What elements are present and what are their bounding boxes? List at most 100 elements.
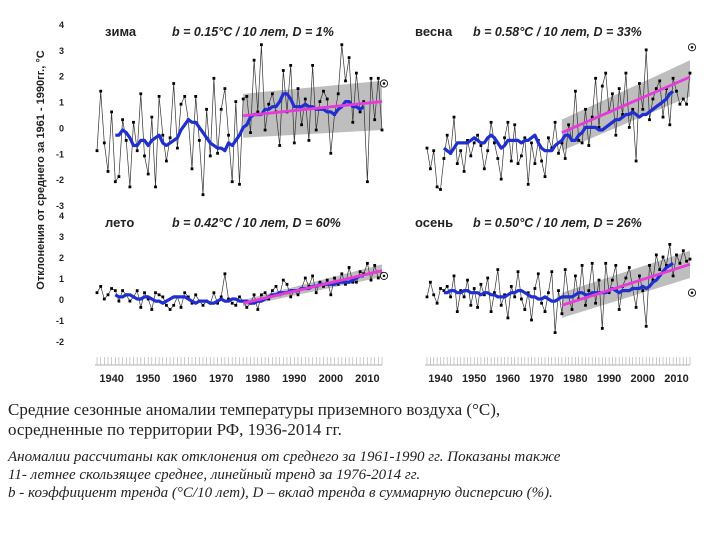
anomaly-point: [506, 120, 510, 124]
anomaly-point: [311, 64, 314, 67]
anomaly-point: [651, 278, 655, 282]
anomaly-point: [157, 95, 161, 98]
anomaly-point: [292, 141, 296, 145]
anomaly-point: [102, 297, 106, 301]
anomaly-point: [227, 133, 230, 137]
anomaly-point: [212, 76, 216, 80]
x-tick-label: 2000: [631, 373, 655, 385]
anomaly-point: [560, 312, 564, 316]
anomaly-point: [252, 58, 256, 62]
anomaly-point: [476, 306, 479, 309]
anomaly-point: [157, 293, 161, 297]
anomaly-point: [340, 272, 344, 276]
anomaly-point: [658, 268, 662, 271]
anomaly-point: [627, 126, 631, 129]
anomaly-point: [121, 289, 124, 292]
anomaly-point: [654, 87, 658, 90]
anomaly-point: [590, 115, 594, 119]
anomaly-point: [95, 149, 99, 153]
anomaly-point: [179, 102, 183, 106]
anomaly-point: [661, 255, 665, 259]
anomaly-point: [523, 136, 527, 140]
anomaly-point: [307, 139, 311, 142]
anomaly-point: [274, 285, 278, 288]
anomaly-point: [432, 293, 436, 297]
trend-coefficient-label: b = 0.42°C / 10 лет, D = 60%: [172, 216, 341, 230]
anomaly-point: [499, 177, 503, 181]
anomaly-point: [99, 285, 103, 288]
anomaly-point: [296, 293, 300, 297]
anomaly-point: [607, 291, 611, 295]
anomaly-point: [201, 303, 205, 307]
anomaly-point: [161, 133, 165, 137]
anomaly-point: [425, 146, 429, 150]
anomaly-point: [146, 172, 150, 176]
anomaly-point: [580, 264, 584, 267]
anomaly-point: [289, 64, 293, 67]
y-tick-label: 4: [59, 20, 64, 30]
anomaly-point: [530, 141, 533, 145]
anomaly-point: [563, 157, 567, 160]
anomaly-point: [252, 293, 256, 297]
x-tick-label: 1960: [496, 373, 520, 385]
anomaly-point: [128, 299, 132, 303]
anomaly-point: [553, 331, 557, 334]
anomaly-point: [161, 295, 165, 299]
anomaly-point: [614, 133, 618, 137]
x-tick-label: 2010: [355, 373, 379, 385]
anomaly-point: [113, 289, 117, 292]
anomaly-point: [322, 89, 325, 93]
anomaly-point: [318, 280, 322, 284]
y-tick-label: 4: [59, 211, 64, 221]
anomaly-point: [681, 249, 685, 253]
anomaly-point: [223, 272, 227, 276]
anomaly-point: [325, 278, 329, 282]
significance-marker-dot: [690, 45, 694, 49]
anomaly-point: [369, 278, 373, 282]
caption-line-5: b - коэффициент тренда (°С/10 лет), D – …: [8, 485, 553, 501]
anomaly-point: [432, 149, 436, 153]
x-tick-label: 2010: [664, 373, 688, 385]
anomaly-point: [176, 146, 179, 150]
running-mean-line: [443, 261, 674, 303]
anomaly-point: [466, 139, 469, 142]
anomaly-point: [351, 120, 355, 124]
caption-line-4: 11- летнее скользящее среднее, линейный …: [8, 467, 421, 483]
anomaly-point: [634, 306, 638, 309]
x-tick-label: 1950: [462, 373, 486, 385]
anomaly-point: [547, 291, 550, 295]
anomaly-point: [150, 308, 154, 311]
anomaly-point: [117, 299, 121, 303]
anomaly-point: [600, 84, 604, 88]
anomaly-point: [366, 261, 369, 265]
anomaly-point: [587, 144, 591, 147]
anomaly-point: [223, 87, 227, 90]
anomaly-point: [624, 276, 628, 280]
anomaly-point: [281, 69, 285, 72]
anomaly-point: [540, 301, 543, 305]
anomaly-point: [577, 139, 581, 142]
anomaly-point: [249, 131, 252, 134]
x-tick-label: 1950: [136, 373, 160, 385]
anomaly-point: [641, 107, 645, 111]
anomaly-point: [482, 167, 486, 171]
anomaly-point: [493, 291, 496, 295]
anomaly-point: [132, 120, 135, 124]
anomaly-point: [520, 297, 523, 301]
anomaly-point: [486, 149, 490, 153]
anomaly-point: [462, 295, 466, 299]
y-tick-label: -1: [56, 149, 64, 159]
linear-trend-line: [242, 269, 383, 305]
anomaly-point: [675, 253, 678, 257]
panel-0: 4 3 2 1 0 -1 -2 -3 зима b = 0.15°C / 10 лет, D = …: [56, 20, 389, 211]
y-tick-label: -2: [56, 175, 64, 185]
anomaly-point: [135, 289, 139, 292]
anomaly-point: [216, 151, 219, 155]
caption-block-main: Средние сезонные аномалии температуры пр…: [8, 400, 500, 440]
anomaly-point: [496, 157, 500, 160]
anomaly-point: [452, 115, 456, 119]
anomaly-point: [146, 297, 150, 301]
anomaly-point: [314, 128, 318, 132]
anomaly-point: [139, 92, 143, 96]
significance-marker-dot: [382, 274, 386, 278]
